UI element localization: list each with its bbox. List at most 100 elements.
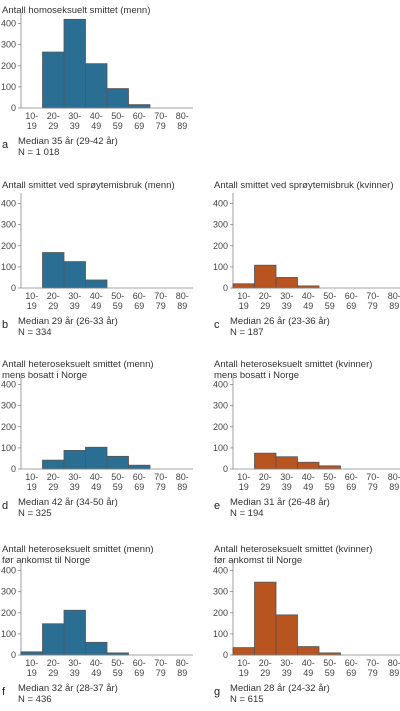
bar-30-39 — [63, 450, 86, 470]
bar-30-39 — [63, 261, 86, 289]
x-tick-label: 30- — [68, 291, 81, 301]
x-tick-label: 10- — [237, 472, 250, 482]
y-tick-label: 200 — [1, 608, 16, 618]
panel-title: Antall heteroseksuelt smittet (kvinner) — [214, 359, 372, 370]
panel-letter: g — [214, 686, 220, 698]
x-tick-label: 39 — [70, 121, 80, 131]
y-tick-label: 400 — [1, 380, 16, 390]
x-tick-label: 60- — [133, 472, 146, 482]
x-tick-label: 79 — [156, 482, 166, 492]
x-tick-label: 70- — [366, 291, 379, 301]
bar-30-39 — [275, 614, 298, 656]
median-note: Median 35 år (29-42 år) — [18, 136, 118, 147]
x-tick-label: 19 — [239, 482, 249, 492]
x-tick-label: 29 — [260, 301, 270, 311]
x-tick-label: 19 — [27, 121, 37, 131]
x-tick-label: 19 — [239, 301, 249, 311]
x-tick-label: 60- — [345, 472, 358, 482]
bar-60-69 — [128, 104, 151, 109]
y-tick-label: 400 — [1, 19, 16, 29]
x-tick-label: 59 — [113, 301, 123, 311]
x-tick-label: 20- — [47, 291, 60, 301]
panel-title: Antall smittet ved sprøytemisbruk (kvinn… — [214, 180, 394, 191]
x-tick-label: 20- — [259, 658, 272, 668]
x-tick-label: 39 — [282, 668, 292, 678]
bar-10-19 — [232, 283, 255, 289]
median-note: Median 28 år (24-32 år) — [230, 683, 330, 694]
x-tick-label: 89 — [389, 482, 399, 492]
x-tick-label: 20- — [47, 472, 60, 482]
y-tick-label: 300 — [1, 220, 16, 230]
x-tick-label: 20- — [259, 472, 272, 482]
panel-title: Antall heteroseksuelt smittet (kvinner) — [214, 544, 372, 555]
y-tick-label: 400 — [213, 566, 228, 576]
bar-20-29 — [254, 581, 277, 656]
x-tick-label: 30- — [280, 291, 293, 301]
x-tick-label: 80- — [388, 291, 400, 301]
median-note: Median 29 år (26-33 år) — [18, 316, 118, 327]
panel-e: Antall heteroseksuelt smittet (kvinner)m… — [213, 359, 400, 519]
panel-letter: a — [2, 139, 9, 151]
n-note: N = 436 — [18, 694, 52, 705]
x-tick-label: 60- — [345, 291, 358, 301]
bar-40-49 — [297, 646, 320, 656]
x-tick-label: 79 — [156, 668, 166, 678]
x-tick-label: 70- — [154, 658, 167, 668]
x-tick-label: 40- — [302, 291, 315, 301]
x-tick-label: 49 — [91, 121, 101, 131]
x-tick-label: 59 — [325, 482, 335, 492]
x-tick-label: 20- — [47, 111, 60, 121]
panel-letter: e — [214, 500, 220, 512]
x-tick-label: 89 — [177, 301, 187, 311]
bar-20-29 — [254, 264, 277, 289]
panel-letter: c — [214, 319, 220, 331]
bar-30-39 — [275, 456, 298, 470]
x-tick-label: 89 — [389, 668, 399, 678]
y-tick-label: 300 — [1, 401, 16, 411]
x-tick-label: 79 — [368, 301, 378, 311]
x-tick-label: 89 — [177, 482, 187, 492]
bar-40-49 — [297, 461, 320, 470]
x-tick-label: 80- — [176, 472, 189, 482]
x-tick-label: 49 — [303, 301, 313, 311]
x-tick-label: 39 — [70, 301, 80, 311]
bar-20-29 — [42, 623, 65, 656]
median-note: Median 42 år (34-50 år) — [18, 497, 118, 508]
x-tick-label: 29 — [48, 121, 58, 131]
x-tick-label: 10- — [237, 658, 250, 668]
bar-60-69 — [128, 464, 151, 470]
panel-title: før ankomst til Norge — [2, 555, 90, 566]
x-tick-label: 49 — [303, 668, 313, 678]
x-tick-label: 20- — [259, 291, 272, 301]
x-tick-label: 60- — [345, 658, 358, 668]
x-tick-label: 69 — [134, 301, 144, 311]
y-tick-label: 100 — [1, 262, 16, 272]
y-tick-label: 400 — [213, 380, 228, 390]
panel-c: Antall smittet ved sprøytemisbruk (kvinn… — [213, 180, 400, 338]
y-tick-label: 300 — [213, 587, 228, 597]
y-tick-label: 100 — [1, 629, 16, 639]
panel-title: før ankomst til Norge — [214, 555, 302, 566]
y-tick-label: 0 — [223, 283, 228, 293]
x-tick-label: 50- — [111, 658, 124, 668]
x-tick-label: 10- — [25, 291, 38, 301]
x-tick-label: 69 — [134, 668, 144, 678]
panel-title: Antall heteroseksuelt smittet (menn) — [2, 544, 154, 555]
y-tick-label: 0 — [223, 464, 228, 474]
panel-g: Antall heteroseksuelt smittet (kvinner)f… — [213, 544, 400, 705]
bar-40-49 — [85, 63, 108, 109]
x-tick-label: 59 — [113, 668, 123, 678]
x-tick-label: 70- — [154, 291, 167, 301]
panel-b: Antall smittet ved sprøytemisbruk (menn)… — [1, 180, 193, 338]
y-tick-label: 0 — [223, 650, 228, 660]
x-tick-label: 39 — [282, 301, 292, 311]
y-tick-label: 300 — [213, 401, 228, 411]
y-tick-label: 400 — [213, 199, 228, 209]
x-tick-label: 40- — [302, 658, 315, 668]
bar-20-29 — [42, 459, 65, 470]
n-note: N = 615 — [230, 694, 264, 705]
x-tick-label: 80- — [388, 658, 400, 668]
x-tick-label: 70- — [154, 111, 167, 121]
panel-letter: d — [2, 500, 8, 512]
